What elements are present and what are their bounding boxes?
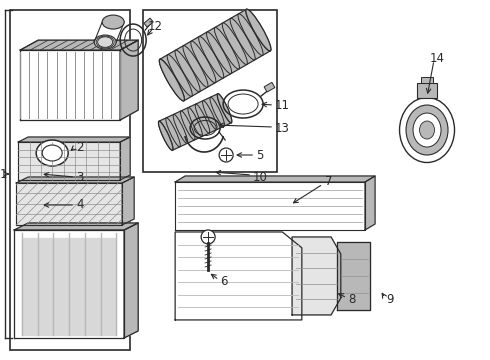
Text: 3: 3 [76,171,84,184]
Text: 11: 11 [275,99,290,112]
Ellipse shape [102,15,124,29]
Polygon shape [337,242,370,310]
Text: 13: 13 [275,122,290,135]
Polygon shape [18,137,130,142]
Ellipse shape [158,121,173,150]
Polygon shape [124,223,138,338]
Ellipse shape [218,94,232,123]
Polygon shape [22,238,116,335]
Polygon shape [175,182,365,230]
Text: 12: 12 [148,19,163,32]
Ellipse shape [419,121,435,139]
Polygon shape [122,177,134,225]
Polygon shape [159,94,231,150]
Text: 6: 6 [220,275,228,288]
Circle shape [219,148,233,162]
Polygon shape [160,9,270,101]
Text: 7: 7 [325,175,333,189]
Ellipse shape [42,145,62,161]
Ellipse shape [36,140,68,166]
Text: 5: 5 [256,149,264,162]
Polygon shape [365,176,375,230]
Bar [10,10,130,350]
Text: 14: 14 [430,51,445,64]
Bar [264,82,275,92]
Polygon shape [175,232,302,320]
Polygon shape [292,237,341,315]
Polygon shape [120,137,130,180]
Ellipse shape [413,113,441,147]
Ellipse shape [94,35,116,49]
Polygon shape [18,142,120,180]
Polygon shape [16,177,134,183]
Ellipse shape [159,59,184,101]
Text: 9: 9 [386,293,393,306]
Ellipse shape [399,98,455,162]
Polygon shape [175,176,375,182]
Text: 1: 1 [0,167,7,180]
Circle shape [201,230,215,244]
Text: 8: 8 [348,293,355,306]
Text: 10: 10 [253,171,268,184]
Polygon shape [20,40,138,50]
Polygon shape [20,50,120,120]
Bar [144,18,153,27]
Polygon shape [14,230,124,338]
Bar [421,77,433,83]
Text: 4: 4 [76,198,84,211]
Ellipse shape [406,105,448,155]
Bar [143,10,277,172]
Ellipse shape [246,9,271,51]
Bar [417,83,437,98]
Polygon shape [14,223,138,230]
Text: 2: 2 [76,140,84,153]
Polygon shape [16,183,122,225]
Polygon shape [120,40,138,120]
